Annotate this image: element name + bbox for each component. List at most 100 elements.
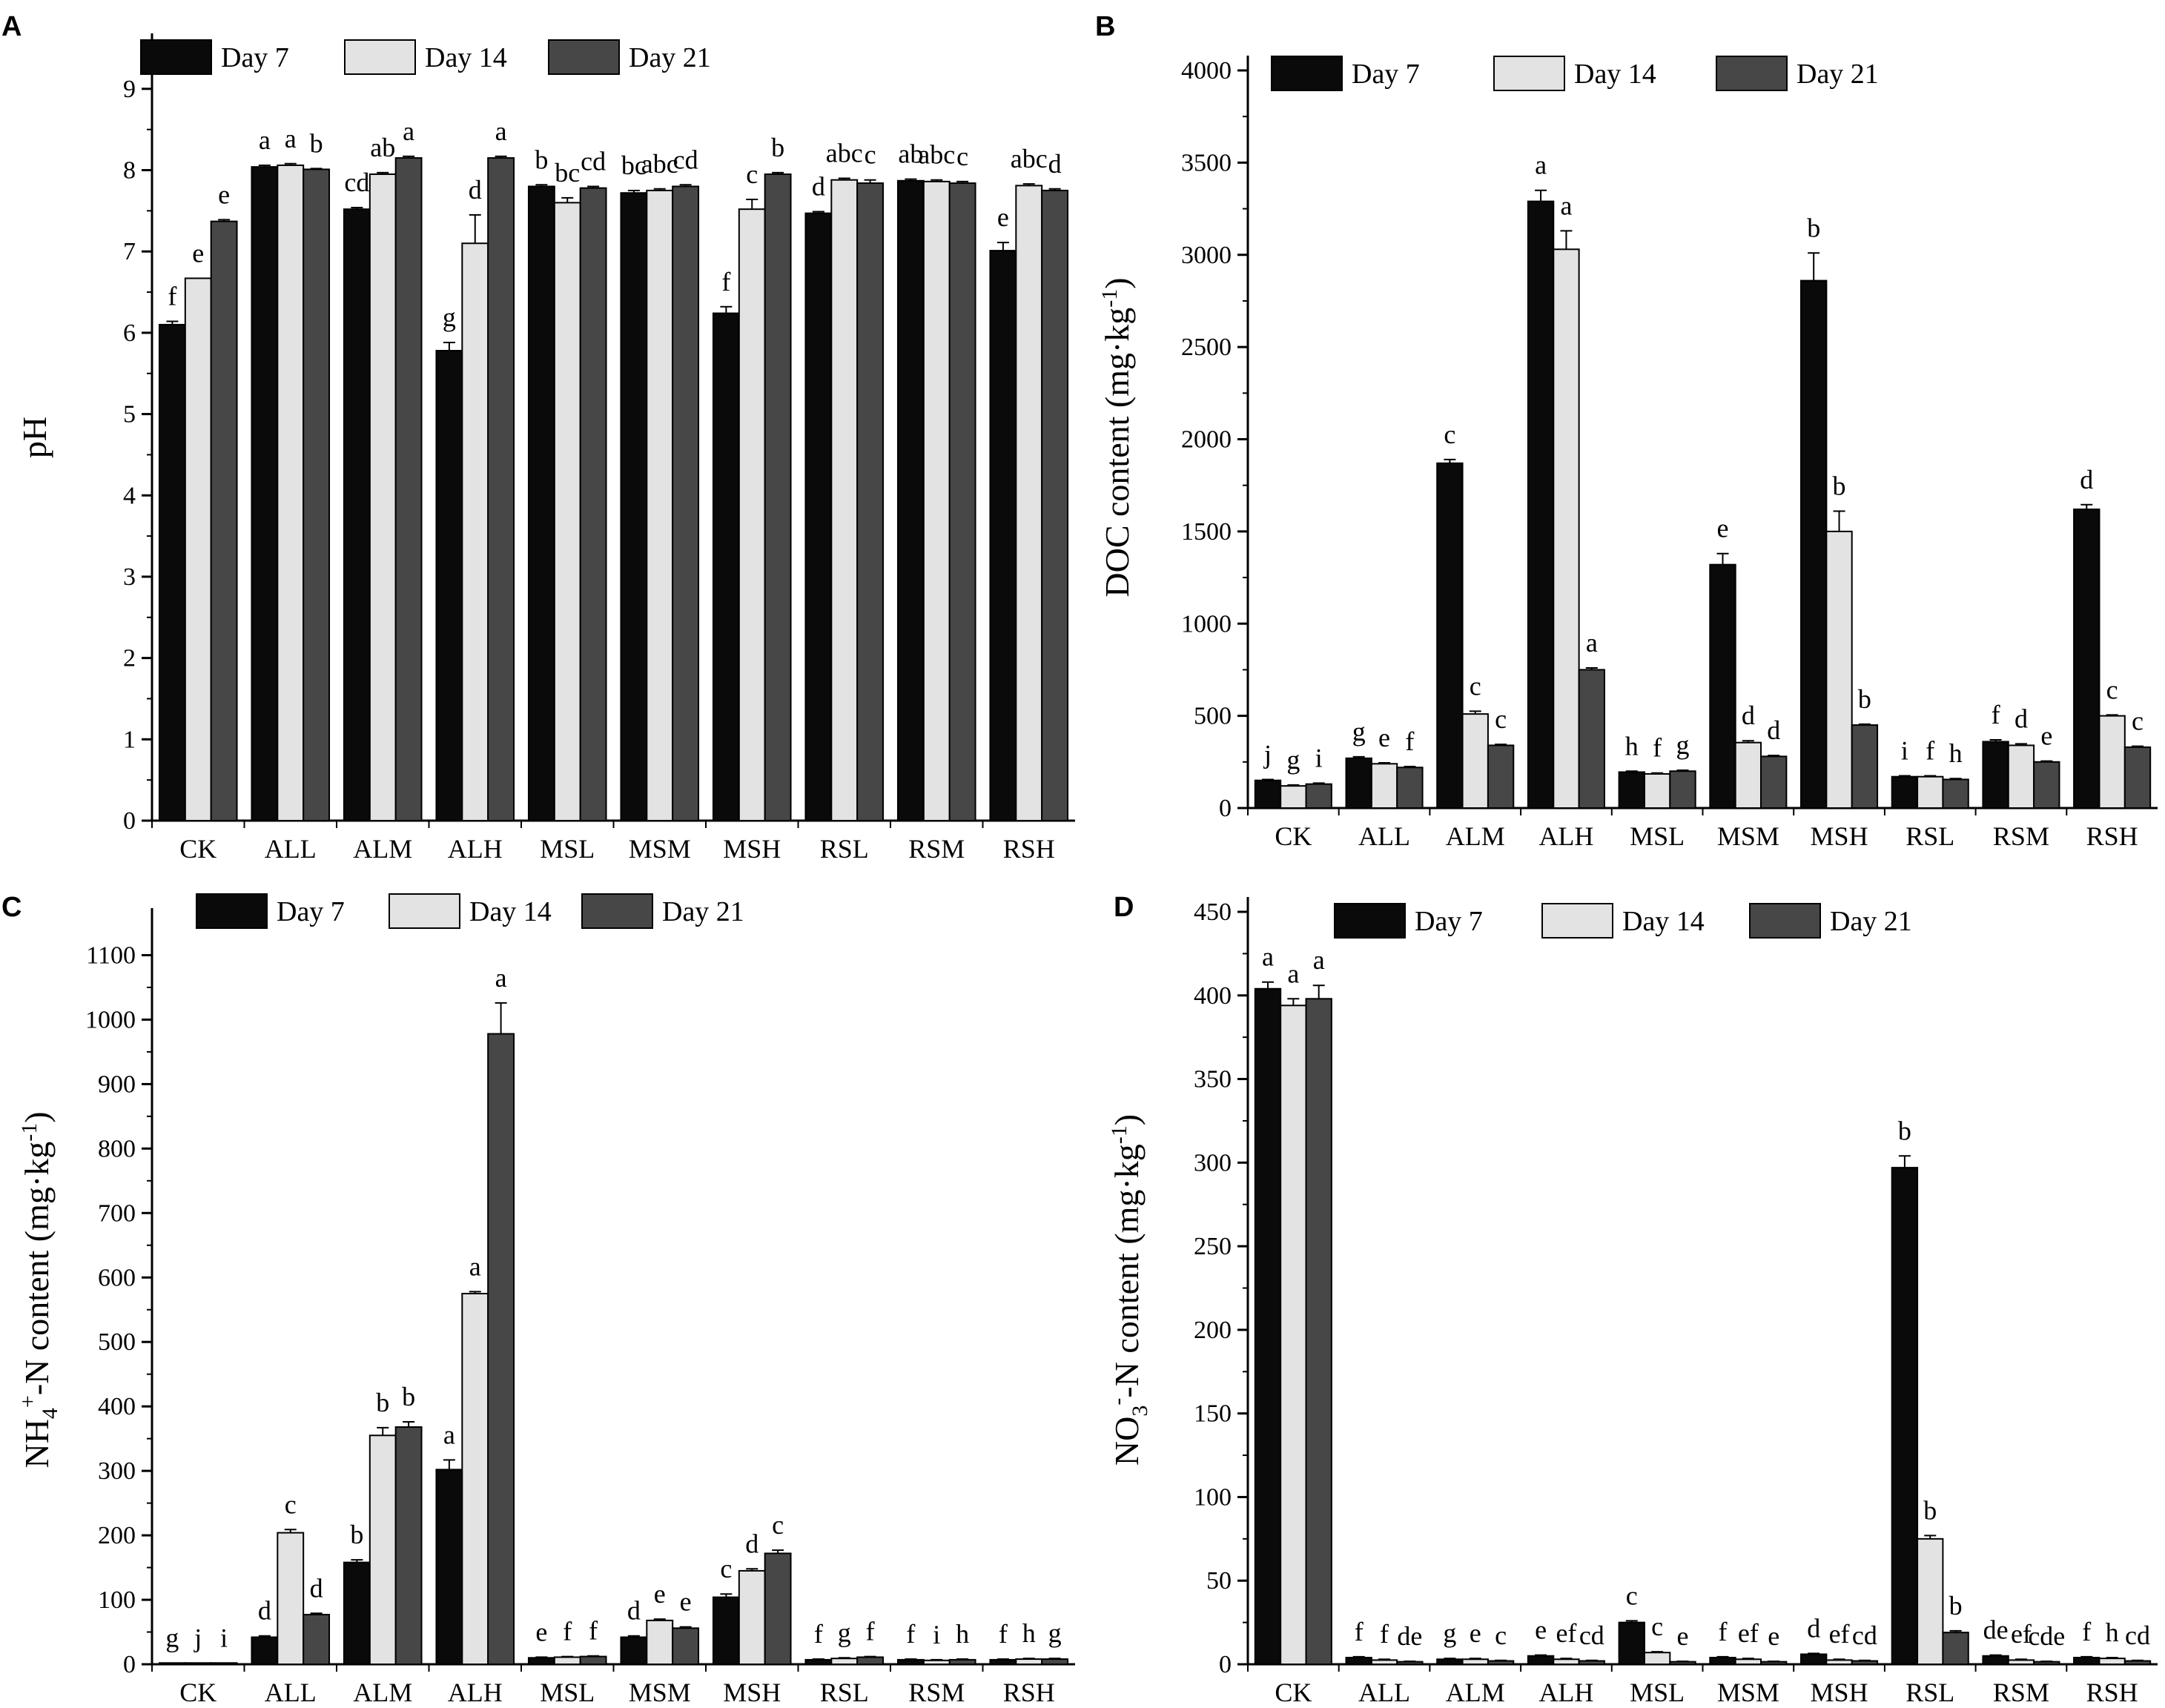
x-tick-label: MSH [1811,1678,1868,1707]
y-tick-label: 1500 [1181,518,1232,546]
bar [487,1033,515,1665]
significance-label: j [1263,739,1272,769]
bar [1436,462,1464,810]
bar [1370,763,1398,810]
bar [579,1655,607,1665]
y-axis-title: NO3--N content (mg·kg-1) [1105,1114,1152,1466]
bar [461,242,489,821]
legend-label: Day 21 [1830,906,1912,937]
y-tick-label: 8 [123,157,136,185]
significance-label: b [310,128,323,158]
legend-label: Day 21 [662,896,744,927]
bar [922,180,951,822]
chart-panel-b: B 0 500 1000 1500 2000 2500 3000 3500 4000 CK ALL AL… [1095,11,2158,851]
bar [158,323,186,821]
significance-label: abc [641,149,678,179]
x-tick-label: MSH [1811,821,1868,851]
significance-label: a [1287,959,1299,988]
x-tick-label: ALL [265,1678,317,1707]
y-tick-label: 100 [1194,1483,1232,1511]
bar [1760,755,1788,809]
significance-label: cd [1579,1621,1604,1650]
bar [1917,775,1944,810]
bar [158,1662,186,1666]
bar [922,1659,951,1666]
bar [2073,1656,2100,1666]
significance-label: cd [673,145,698,174]
bar [830,179,859,821]
x-tick-label: CK [179,834,216,864]
significance-label: g [1286,745,1300,775]
x-tick-label: MSH [723,1678,781,1707]
bar [1527,1655,1555,1665]
bar [368,1434,397,1665]
significance-label: h [1022,1618,1036,1648]
legend-label: Day 14 [1574,59,1656,90]
bar [1254,987,1282,1666]
bar [2123,746,2152,809]
significance-label: ef [1738,1618,1759,1648]
x-tick-label: MSL [540,834,595,864]
significance-label: cd [581,146,606,176]
ylabel-superscript-2: -1 [1107,1125,1131,1144]
y-tick-label: 1100 [86,941,136,969]
y-tick-label: 3 [123,563,136,591]
legend-swatch [1749,903,1821,939]
y-tick-label: 0 [1219,795,1232,822]
ylabel-text: DOC content (mg·kg [1098,308,1136,598]
legend-swatch [1334,903,1406,939]
ylabel-superscript: + [16,1395,40,1408]
legend-swatch [140,39,212,75]
y-tick-label: 3500 [1181,149,1232,176]
significance-label: d [1807,1613,1820,1643]
x-tick-label: RSH [2086,821,2138,851]
significance-label: c [1626,1580,1638,1610]
y-axis-title: pH [16,417,53,458]
chart-panel-a: A 0 1 2 3 4 5 6 7 8 9 CK ALL ALM ALH MSL MSM MSH RSL RSM RSH… [1,11,1075,864]
y-tick-label: 6 [123,320,136,347]
significance-label: e [1378,723,1390,752]
bar [1578,669,1605,809]
x-tick-label: MSM [629,1678,691,1707]
significance-label: de [1397,1621,1422,1651]
x-tick-label: CK [179,1678,216,1707]
significance-label: d [469,175,482,205]
significance-label: c [1495,704,1507,734]
x-tick-label: MSM [1717,1678,1779,1707]
panel-letter: A [1,11,22,42]
bar [2098,1658,2126,1665]
bar [1618,771,1645,810]
significance-label: g [1443,1618,1456,1648]
bar [184,277,212,821]
bar [1800,279,1828,809]
ylabel-subscript: 4 [38,1408,62,1419]
x-tick-label: RSL [1905,1678,1954,1707]
x-tick-label: MSL [1630,821,1685,851]
significance-label: e [680,1587,692,1617]
bar [2123,1660,2152,1665]
bar [646,189,674,821]
significance-label: h [1625,731,1639,761]
bar [251,1636,279,1666]
bar [948,1658,976,1666]
y-tick-label: 4 [123,482,136,509]
y-tick-label: 700 [98,1199,136,1227]
bar [896,1658,925,1666]
bar [251,166,279,821]
bar [856,1656,885,1666]
chart-panel-d: D 0 50 100 150 200 250 300 350 400 450 CK ALL ALM ALH M… [1105,892,2158,1707]
significance-label: e [2040,721,2052,751]
bar [738,1569,766,1666]
bar [1734,741,1762,809]
bar [620,1636,648,1666]
significance-label: b [1833,471,1846,501]
y-tick-label: 200 [98,1522,136,1549]
bar [343,1561,371,1665]
significance-label: c [2106,675,2118,704]
x-tick-label: RSM [1993,1678,2049,1707]
bar [1942,778,1969,809]
x-tick-label: RSL [820,1678,869,1707]
bar [989,1658,1017,1666]
ylabel-text: NO [1108,1417,1146,1466]
x-tick-label: ALL [265,834,317,864]
